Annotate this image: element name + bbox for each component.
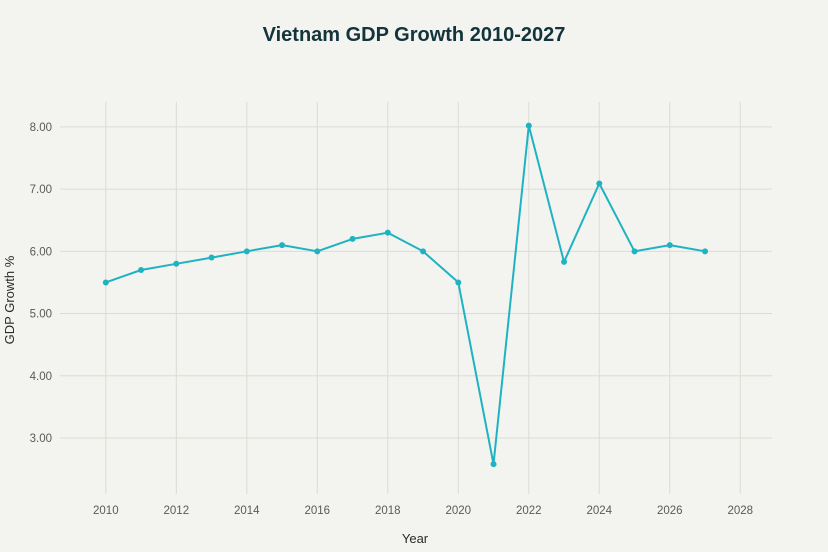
y-tick-label: 7.00 — [30, 184, 52, 196]
data-point[interactable] — [138, 267, 145, 273]
y-tick-label: 5.00 — [30, 309, 52, 321]
data-point[interactable] — [490, 461, 497, 468]
data-point[interactable] — [455, 279, 462, 286]
x-tick-label: 2026 — [657, 505, 683, 517]
data-point[interactable] — [102, 279, 109, 286]
x-tick-label: 2010 — [93, 505, 119, 517]
y-tick-label: 8.00 — [30, 122, 52, 134]
chart-title: Vietnam GDP Growth 2010-2027 — [263, 24, 566, 46]
data-point[interactable] — [631, 248, 638, 255]
x-tick-label: 2016 — [305, 505, 331, 517]
axis-ticks: 2010 2012 2014 2016 2018 2020 2022 2024 2026 2028… — [30, 122, 753, 517]
data-point[interactable] — [525, 122, 532, 129]
x-tick-label: 2014 — [234, 505, 260, 517]
data-point[interactable] — [596, 180, 603, 187]
x-tick-label: 2018 — [375, 505, 401, 517]
data-point[interactable] — [243, 248, 250, 255]
y-tick-label: 6.00 — [30, 246, 52, 258]
data-point[interactable] — [208, 254, 215, 261]
y-tick-label: 3.00 — [30, 433, 52, 445]
x-tick-label: 2020 — [446, 505, 472, 517]
y-tick-label: 4.00 — [30, 371, 52, 383]
data-point[interactable] — [173, 260, 180, 267]
data-point[interactable] — [561, 258, 568, 265]
data-point[interactable] — [279, 242, 286, 249]
x-tick-label: 2012 — [164, 505, 190, 517]
x-tick-label: 2024 — [586, 505, 612, 517]
series-layer — [102, 122, 709, 468]
series-line — [105, 124, 706, 466]
data-point[interactable] — [384, 229, 391, 236]
data-point[interactable] — [349, 235, 356, 242]
grid — [60, 102, 772, 494]
data-point[interactable] — [666, 242, 673, 249]
data-point[interactable] — [702, 248, 709, 255]
y-axis-label: GDP Growth % — [2, 255, 17, 344]
x-tick-label: 2028 — [727, 505, 753, 517]
data-point[interactable] — [420, 248, 427, 255]
data-point[interactable] — [314, 248, 321, 255]
x-axis-label: Year — [402, 531, 429, 546]
x-tick-label: 2022 — [516, 505, 542, 517]
